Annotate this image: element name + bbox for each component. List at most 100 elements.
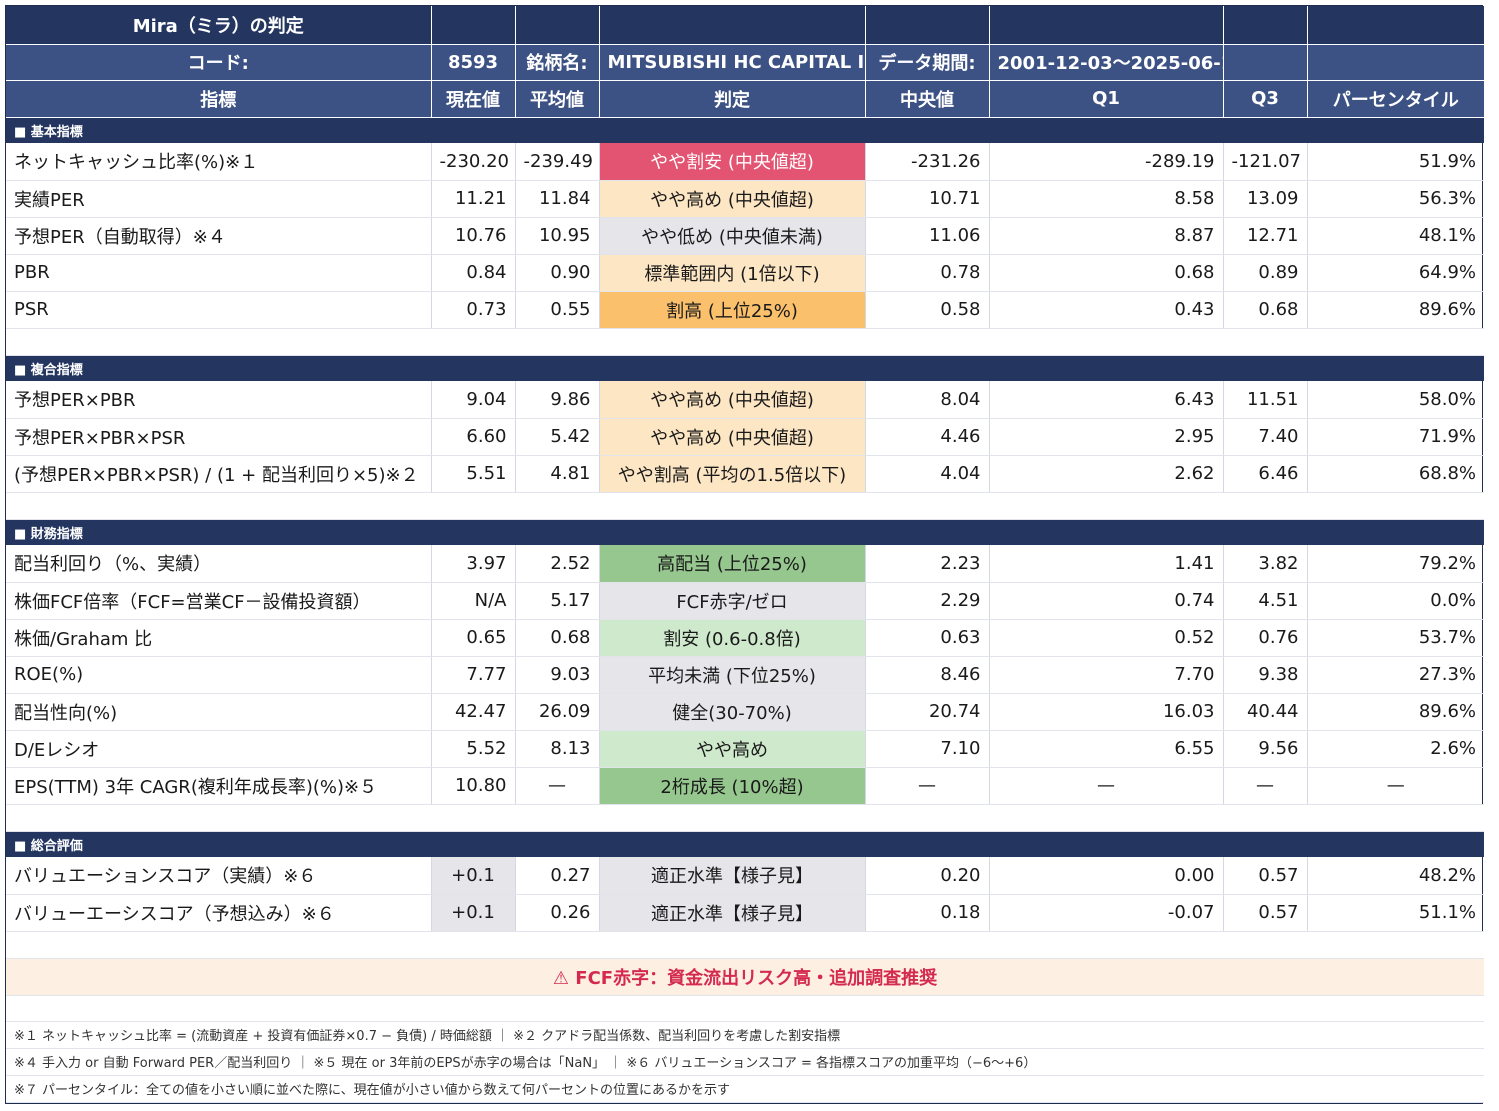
column-header: 中央値 — [865, 80, 990, 118]
average-value: — — [515, 767, 600, 805]
metric-name: 予想PER×PBR×PSR — [6, 418, 432, 456]
metric-name: PBR — [6, 254, 432, 292]
column-header: 指標 — [6, 80, 432, 118]
table-row: (予想PER×PBR×PSR) / (1 + 配当利回り×5)※２ 5.51 4.8… — [6, 455, 1484, 493]
q1-value: 2.95 — [989, 418, 1224, 456]
page-title: Mira（ミラ）の判定 — [6, 6, 432, 45]
column-header: 判定 — [599, 80, 866, 118]
q1-value: 6.55 — [989, 730, 1224, 768]
table-row: 予想PER×PBR×PSR 6.60 5.42 やや高め (中央値超) 4.46 2.95… — [6, 418, 1484, 456]
current-value: 7.77 — [431, 656, 516, 694]
verdict-badge: やや高め (中央値超) — [599, 418, 866, 456]
verdict-badge: やや低め (中央値未満) — [599, 217, 866, 255]
meta-row: コード: 8593 銘柄名: MITSUBISHI HC CAPITAL INC… — [6, 44, 1484, 81]
verdict-badge: 割安 (0.6-0.8倍) — [599, 619, 866, 657]
metric-name: D/Eレシオ — [6, 730, 432, 768]
column-header: パーセンタイル — [1307, 80, 1484, 118]
average-value: 0.68 — [515, 619, 600, 657]
q1-value: 6.43 — [989, 381, 1224, 419]
q1-value: 2.62 — [989, 455, 1224, 493]
current-value: 9.04 — [431, 381, 516, 419]
median-value: 4.04 — [865, 455, 990, 493]
median-value: 2.29 — [865, 582, 990, 620]
q3-value: 11.51 — [1223, 381, 1308, 419]
section-title: ■ 総合評価 — [6, 831, 1484, 857]
table-row: ネットキャッシュ比率(%)※１ -230.20 -239.49 やや割安 (中央値超)… — [6, 143, 1484, 181]
average-value: 0.90 — [515, 254, 600, 292]
section-header-composite: ■ 複合指標 — [6, 355, 1484, 381]
q3-value: 6.46 — [1223, 455, 1308, 493]
verdict-badge: 平均未満 (下位25%) — [599, 656, 866, 694]
q1-value: 0.52 — [989, 619, 1224, 657]
footnote-row: ※１ ネットキャッシュ比率 = (流動資産 + 投資有価証券×0.7 − 負債)… — [6, 1021, 1484, 1049]
footnote-row: ※７ パーセンタイル：全ての値を小さい順に並べた際に、現在値が小さい値から数えて… — [6, 1075, 1484, 1103]
verdict-badge: やや高め (中央値超) — [599, 381, 866, 419]
current-value: +0.1 — [431, 857, 516, 895]
average-value: 11.84 — [515, 180, 600, 218]
q1-value: 7.70 — [989, 656, 1224, 694]
median-value: 8.46 — [865, 656, 990, 694]
period-label: データ期間: — [865, 44, 990, 81]
q1-value: -0.07 — [989, 894, 1224, 932]
median-value: 4.46 — [865, 418, 990, 456]
verdict-badge: やや割高 (平均の1.5倍以下) — [599, 455, 866, 493]
judgement-table: Mira（ミラ）の判定 コード: 8593 銘柄名: MITSUBISHI HC… — [6, 6, 1484, 1103]
percentile-value: 71.9% — [1307, 418, 1484, 456]
judgement-panel: Mira（ミラ）の判定 コード: 8593 銘柄名: MITSUBISHI HC… — [5, 5, 1484, 1104]
table-row: PSR 0.73 0.55 割高 (上位25%) 0.58 0.43 0.68 89.6% — [6, 291, 1484, 329]
verdict-badge: やや高め — [599, 730, 866, 768]
section-header-financial: ■ 財務指標 — [6, 519, 1484, 545]
median-value: 0.58 — [865, 291, 990, 329]
q3-value: 0.89 — [1223, 254, 1308, 292]
percentile-value: 48.2% — [1307, 857, 1484, 895]
average-value: 9.86 — [515, 381, 600, 419]
percentile-value: — — [1307, 767, 1484, 805]
current-value: 3.97 — [431, 545, 516, 583]
table-row: 株価FCF倍率（FCF=営業CF－設備投資額） N/A 5.17 FCF赤字/ゼロ 2.… — [6, 582, 1484, 620]
current-value: 0.65 — [431, 619, 516, 657]
q3-value: 7.40 — [1223, 418, 1308, 456]
q3-value: 0.57 — [1223, 857, 1308, 895]
current-value: 5.51 — [431, 455, 516, 493]
percentile-value: 89.6% — [1307, 291, 1484, 329]
warning-message: ⚠ FCF赤字：資金流出リスク高・追加調査推奨 — [6, 957, 1484, 996]
table-row: バリュエーションスコア（実績）※６ +0.1 0.27 適正水準【様子見】 0.20 0.… — [6, 857, 1484, 895]
current-value: 10.80 — [431, 767, 516, 805]
section-header-basic: ■ 基本指標 — [6, 117, 1484, 143]
table-row: D/Eレシオ 5.52 8.13 やや高め 7.10 6.55 9.56 2.6% — [6, 730, 1484, 768]
average-value: 0.26 — [515, 894, 600, 932]
average-value: 0.27 — [515, 857, 600, 895]
metric-name: (予想PER×PBR×PSR) / (1 + 配当利回り×5)※２ — [6, 455, 432, 493]
current-value: 11.21 — [431, 180, 516, 218]
table-row: 配当性向(%) 42.47 26.09 健全(30-70%) 20.74 16.03 40.… — [6, 693, 1484, 731]
section-spacer — [6, 931, 1484, 959]
metric-name: 配当性向(%) — [6, 693, 432, 731]
metric-name: 予想PER（自動取得）※４ — [6, 217, 432, 255]
average-value: 5.17 — [515, 582, 600, 620]
q1-value: 0.74 — [989, 582, 1224, 620]
median-value: 2.23 — [865, 545, 990, 583]
average-value: 8.13 — [515, 730, 600, 768]
median-value: 0.78 — [865, 254, 990, 292]
current-value: +0.1 — [431, 894, 516, 932]
table-row: 株価/Graham 比 0.65 0.68 割安 (0.6-0.8倍) 0.63 0.52… — [6, 619, 1484, 657]
current-value: 0.84 — [431, 254, 516, 292]
title-row: Mira（ミラ）の判定 — [6, 6, 1484, 45]
q3-value: -121.07 — [1223, 143, 1308, 181]
footnote-text: ※４ 手入力 or 自動 Forward PER／配当利回り ｜ ※５ 現在 o… — [6, 1048, 1484, 1076]
median-value: 7.10 — [865, 730, 990, 768]
percentile-value: 27.3% — [1307, 656, 1484, 694]
percentile-value: 53.7% — [1307, 619, 1484, 657]
average-value: 5.42 — [515, 418, 600, 456]
percentile-value: 79.2% — [1307, 545, 1484, 583]
warning-row: ⚠ FCF赤字：資金流出リスク高・追加調査推奨 — [6, 957, 1484, 996]
table-row: 予想PER×PBR 9.04 9.86 やや高め (中央値超) 8.04 6.43 11.5… — [6, 381, 1484, 419]
percentile-value: 64.9% — [1307, 254, 1484, 292]
table-row: 実績PER 11.21 11.84 やや高め (中央値超) 10.71 8.58 13.09… — [6, 180, 1484, 218]
average-value: 10.95 — [515, 217, 600, 255]
q1-value: 0.43 — [989, 291, 1224, 329]
q3-value: 0.76 — [1223, 619, 1308, 657]
section-spacer — [6, 492, 1484, 520]
median-value: 8.04 — [865, 381, 990, 419]
median-value: 0.20 — [865, 857, 990, 895]
